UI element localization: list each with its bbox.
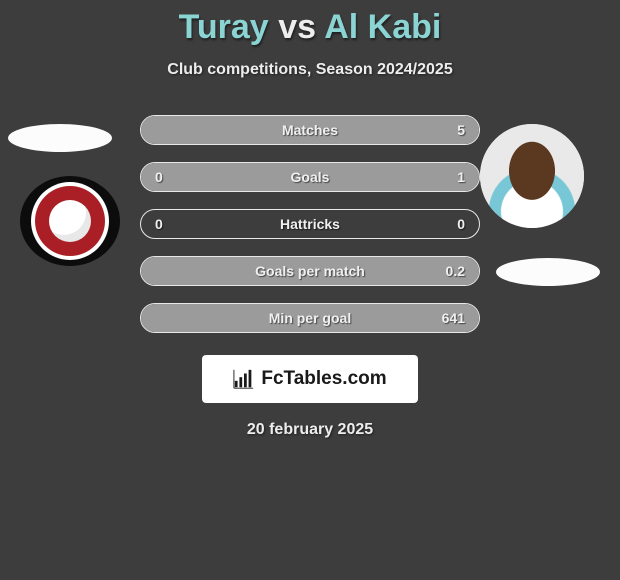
stat-value-right: 0 xyxy=(457,216,465,232)
stat-value-left: 0 xyxy=(155,216,163,232)
stat-value-right: 0.2 xyxy=(446,263,465,279)
stat-label: Goals xyxy=(291,169,330,185)
stat-label: Hattricks xyxy=(280,216,340,232)
stat-value-left: 0 xyxy=(155,169,163,185)
page-title: Turay vs Al Kabi xyxy=(0,0,620,47)
stat-label: Goals per match xyxy=(255,263,365,279)
brand-text: FcTables.com xyxy=(261,368,386,390)
subtitle: Club competitions, Season 2024/2025 xyxy=(0,61,620,79)
player1-name: Turay xyxy=(179,8,269,46)
stat-value-right: 5 xyxy=(457,122,465,138)
stat-label: Matches xyxy=(282,122,338,138)
brand-badge: FcTables.com xyxy=(202,355,418,403)
stat-label: Min per goal xyxy=(269,310,351,326)
soccer-ball-icon xyxy=(49,200,91,242)
stat-row: Min per goal 641 xyxy=(140,303,480,333)
stat-value-right: 641 xyxy=(442,310,465,326)
right-placeholder-ellipse xyxy=(496,258,600,286)
stat-row: 0 Goals 1 xyxy=(140,162,480,192)
right-player-avatar xyxy=(480,124,584,228)
date-label: 20 february 2025 xyxy=(0,421,620,439)
player2-name: Al Kabi xyxy=(324,8,441,46)
stat-row: Matches 5 xyxy=(140,115,480,145)
left-placeholder-ellipse xyxy=(8,124,112,152)
vs-label: vs xyxy=(278,8,316,46)
bar-chart-icon xyxy=(233,368,255,390)
left-club-badge xyxy=(20,176,120,266)
stat-value-right: 1 xyxy=(457,169,465,185)
stat-row: Goals per match 0.2 xyxy=(140,256,480,286)
stat-row: 0 Hattricks 0 xyxy=(140,209,480,239)
